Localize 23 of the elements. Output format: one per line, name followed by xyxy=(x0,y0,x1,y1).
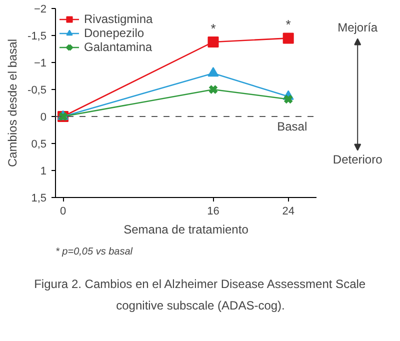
ref-line-label: Basal xyxy=(277,120,308,134)
y-tick-label: 1 xyxy=(40,166,47,178)
legend-label: Donepezilo xyxy=(84,26,144,40)
x-tick-label: 24 xyxy=(282,206,294,218)
text: Figura 2. Cambios en el Alzheimer Disease Assessment Scale cognitive subscale (ADAS-cog). xyxy=(34,277,366,313)
y-tick-label: -0,5 xyxy=(28,84,47,96)
y-tick-label: −2 xyxy=(34,4,47,16)
annotation: * xyxy=(210,20,216,36)
x-axis-title: Semana de tratamiento xyxy=(124,222,249,236)
text: Mejoría xyxy=(338,20,378,34)
annotation: * xyxy=(286,17,291,32)
y-tick-label: 1,5 xyxy=(31,192,47,204)
y-tick-label: 0,5 xyxy=(31,138,47,150)
y-tick-label: −1 xyxy=(34,58,47,70)
text: * p=0,05 vs basal xyxy=(56,246,134,258)
text: Deterioro xyxy=(332,152,383,167)
y-tick-label: 0 xyxy=(40,112,47,124)
x-tick-label: 0 xyxy=(60,206,66,218)
legend-label: Galantamina xyxy=(84,40,152,54)
x-tick-label: 16 xyxy=(207,206,220,218)
y-tick-label: -1,5 xyxy=(28,30,47,42)
legend-label: Rivastigmina xyxy=(84,12,153,26)
y-axis-title: Cambios desde el basal xyxy=(6,38,20,168)
